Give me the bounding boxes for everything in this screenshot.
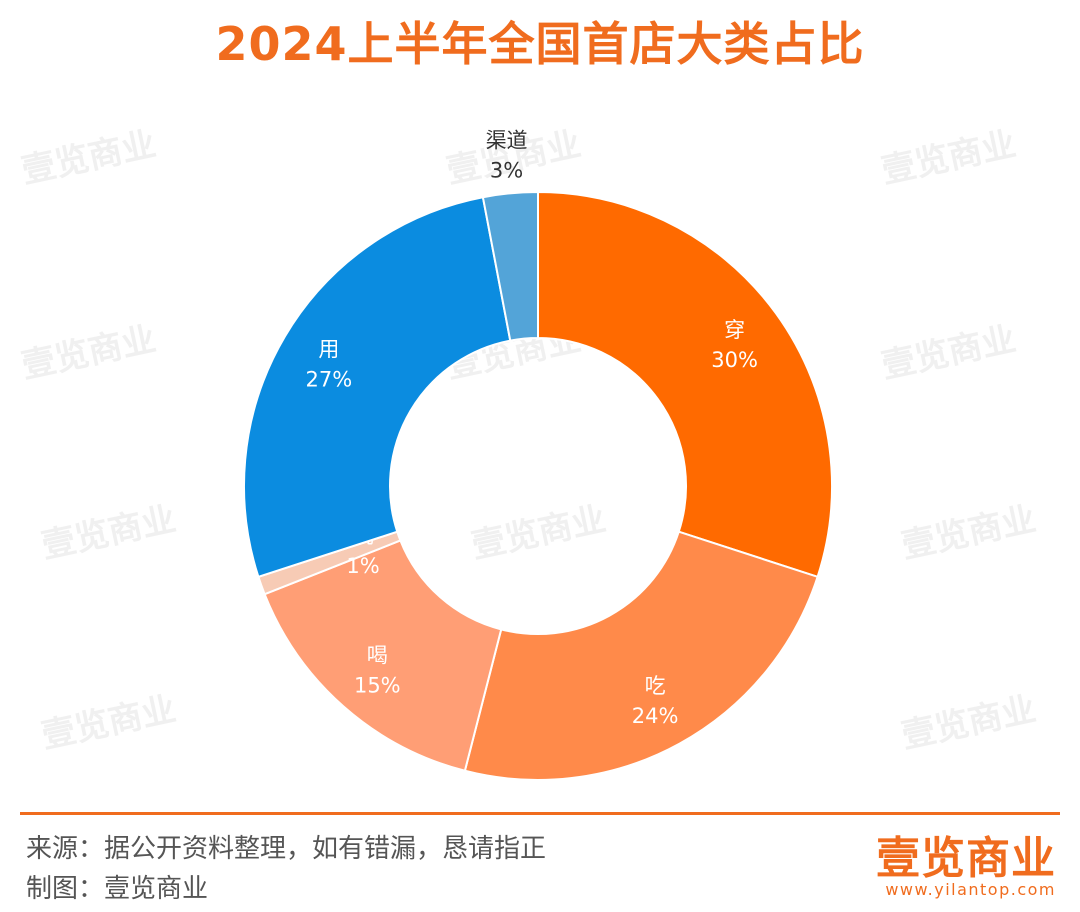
- slice-label-5: 渠道: [486, 128, 528, 152]
- slice-0: [537, 190, 833, 579]
- slice-value-0: 30%: [711, 348, 758, 372]
- slice-value-3: 1%: [346, 554, 379, 578]
- slice-2: [263, 539, 503, 772]
- slice-label-2: 喝: [367, 643, 388, 667]
- slice-value-5: 3%: [490, 158, 523, 182]
- maker-note: 制图：壹览商业: [26, 874, 209, 904]
- chart-title: 2024上半年全国首店大类占比: [215, 17, 865, 71]
- slice-label-4: 用: [318, 337, 339, 361]
- slice-5: [481, 190, 539, 342]
- slice-label-0: 穿: [724, 318, 745, 342]
- slice-value-4: 27%: [305, 367, 352, 391]
- slice-1: [463, 530, 819, 781]
- slice-value-1: 24%: [632, 704, 679, 728]
- slice-label-1: 吃: [645, 674, 666, 698]
- source-note: 来源：据公开资料整理，如有错漏，恳请指正: [26, 834, 547, 864]
- slice-4: [243, 196, 512, 579]
- brand-url: www.yilantop.com: [885, 880, 1056, 899]
- brand-logo: 壹览商业: [876, 833, 1056, 884]
- slice-value-2: 15%: [354, 673, 401, 697]
- footer-divider: [20, 812, 1060, 815]
